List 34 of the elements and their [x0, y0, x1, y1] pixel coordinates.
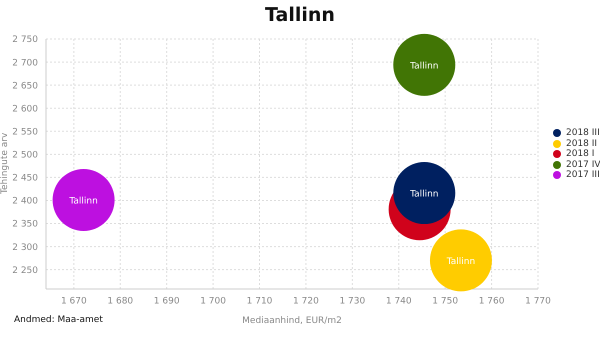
- x-tick-label: 1 670: [60, 296, 88, 306]
- x-tick-label: 1 750: [432, 296, 458, 306]
- legend-label: 2018 II: [566, 138, 598, 149]
- x-tick-label: 1 740: [386, 296, 412, 306]
- y-tick-label: 2 750: [12, 35, 38, 46]
- annotation: Tallinn: [446, 256, 476, 267]
- legend-label: 2017 III: [566, 170, 600, 180]
- legend-label: 2018 III: [566, 128, 600, 138]
- x-tick-label: 1 720: [293, 296, 320, 306]
- y-tick-label: 2 400: [12, 196, 38, 207]
- text: Andmed: Maa-amet: [14, 315, 103, 325]
- x-tick-label: 1 710: [246, 296, 273, 306]
- x-tick-label: 1 770: [525, 296, 552, 306]
- y-tick-label: 2 650: [12, 81, 38, 92]
- annotation: Tallinn: [409, 190, 438, 200]
- y-tick-label: 2 550: [12, 127, 38, 138]
- annotation: Tallinn: [409, 61, 438, 72]
- y-axis-title: Tehingute arv: [0, 132, 10, 195]
- y-tick-label: 2 500: [12, 150, 38, 161]
- annotation: Tallinn: [68, 196, 98, 206]
- x-axis-title: Mediaanhind, EUR/m2: [242, 316, 342, 326]
- y-tick-label: 2 250: [12, 266, 38, 276]
- x-tick-label: 1 690: [154, 296, 180, 306]
- y-tick-label: 2 350: [12, 220, 38, 230]
- legend-label: 2018 I: [566, 149, 594, 160]
- y-tick-label: 2 300: [12, 242, 38, 253]
- y-tick-label: 2 700: [12, 58, 38, 68]
- x-tick-label: 1 680: [107, 296, 134, 306]
- chart-title: Tallinn: [264, 4, 336, 26]
- x-tick-label: 1 730: [339, 296, 366, 306]
- y-tick-label: 2 600: [12, 104, 38, 114]
- x-tick-label: 1 700: [200, 296, 226, 306]
- y-tick-label: 2 450: [12, 174, 38, 184]
- x-tick-label: 1 760: [478, 296, 505, 306]
